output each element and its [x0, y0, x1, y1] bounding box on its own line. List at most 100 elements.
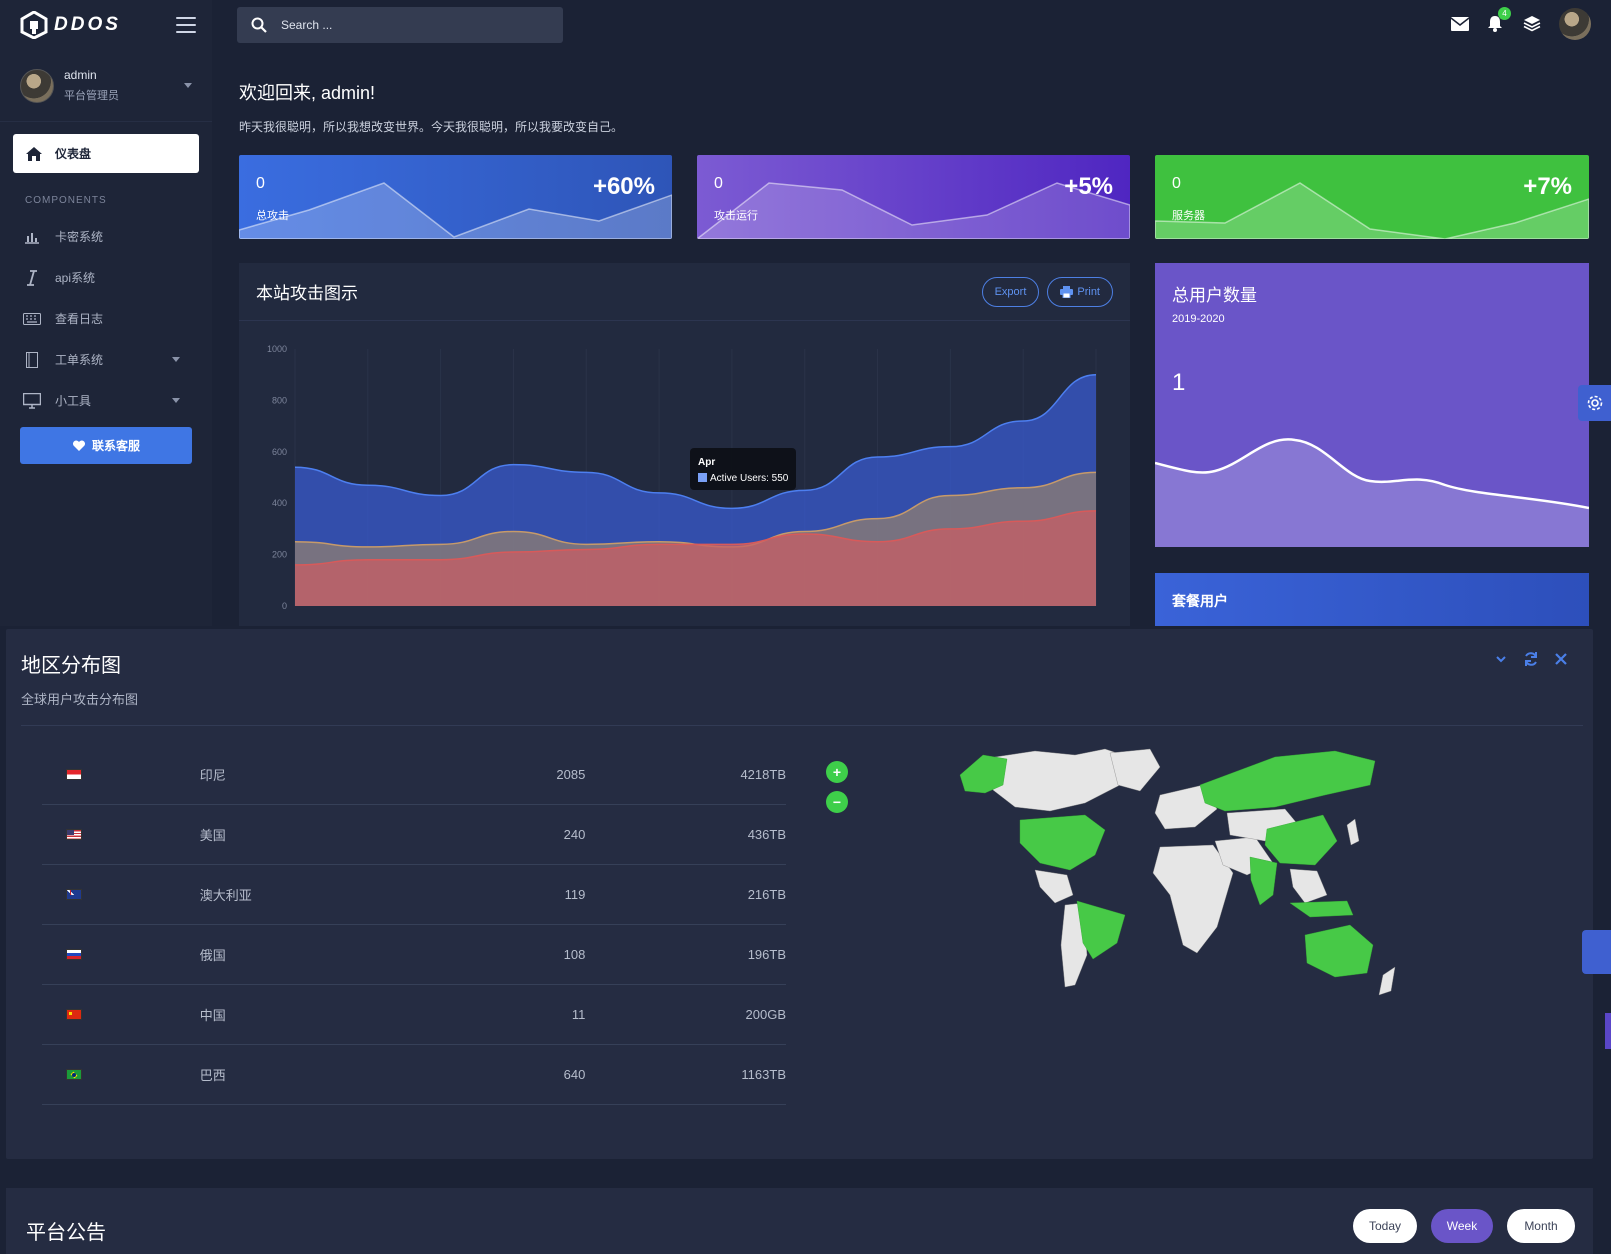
collapse-chevron-icon[interactable] [1493, 651, 1509, 667]
layers-icon[interactable] [1523, 15, 1541, 33]
bell-icon[interactable]: 4 [1487, 7, 1511, 33]
table-row[interactable]: 巴西 640 1163TB [42, 1045, 786, 1105]
total-users-card: 总用户数量 2019-2020 1 [1155, 263, 1589, 547]
home-icon [26, 146, 42, 161]
map-region-russia [1199, 750, 1376, 812]
attack-volume: 436TB [747, 827, 786, 842]
avatar[interactable] [1559, 8, 1591, 40]
stat-label: 服务器 [1172, 210, 1205, 222]
user-name: admin [64, 68, 97, 82]
stat-percent: +5% [1064, 173, 1113, 200]
hexagon-logo-icon [20, 11, 48, 39]
settings-toggle[interactable] [1578, 385, 1611, 421]
map-region-usa [1019, 814, 1106, 871]
map-region-japan [1346, 818, 1360, 846]
sidebar-item-tickets[interactable]: 工单系统 [0, 339, 212, 380]
export-button[interactable]: Export [981, 276, 1040, 307]
user-profile[interactable]: admin 平台管理员 [0, 50, 212, 122]
filter-week-button[interactable]: Week [1431, 1209, 1493, 1243]
stat-card-running-attacks: 0 攻击运行 +5% [697, 155, 1130, 239]
brand-name: DDOS [54, 14, 121, 35]
sidebar: DDOS admin 平台管理员 仪表盘 COMPONENTS [0, 0, 212, 626]
panel-tools [1493, 651, 1569, 667]
attack-count: 240 [563, 827, 586, 842]
refresh-icon[interactable] [1523, 651, 1539, 667]
book-icon [23, 351, 41, 368]
chart-series-area [295, 510, 1096, 606]
attack-area-chart: 0 200 400 600 800 1000 Apr Active Users: 550 [267, 344, 1097, 611]
page-title: 欢迎回来, admin! [239, 83, 376, 103]
map-region-new-zealand [1378, 966, 1396, 996]
sidebar-item-card-system[interactable]: 卡密系统 [0, 216, 212, 257]
sidebar-item-api-system[interactable]: api系统 [0, 257, 212, 298]
chart-tooltip: Apr Active Users: 550 [690, 448, 796, 490]
map-region-southeast-asia [1289, 868, 1328, 904]
topbar-actions: 4 [1450, 7, 1591, 40]
chevron-down-icon[interactable] [184, 83, 192, 88]
search-input[interactable] [281, 18, 541, 32]
heart-icon [72, 439, 85, 451]
search-box[interactable] [237, 7, 563, 43]
panel-title: 本站攻击图示 [256, 284, 358, 303]
region-table: 印尼 2085 4218TB 美国 240 436TB 澳大利亚 119 216… [42, 745, 786, 1105]
gear-icon [1587, 395, 1602, 411]
table-row[interactable]: 澳大利亚 119 216TB [42, 865, 786, 925]
stat-sparkline [1155, 182, 1589, 239]
table-row[interactable]: 美国 240 436TB [42, 805, 786, 865]
table-row[interactable]: 印尼 2085 4218TB [42, 745, 786, 805]
map-zoom-out-button[interactable]: − [826, 791, 848, 813]
mail-icon[interactable] [1450, 15, 1470, 33]
attack-volume: 4218TB [740, 767, 786, 782]
y-tick-label: 200 [272, 550, 287, 560]
stat-percent: +60% [592, 173, 655, 200]
table-row[interactable]: 中国 11 200GB [42, 985, 786, 1045]
brand-logo[interactable]: DDOS [20, 11, 121, 39]
stat-value: 0 [1172, 175, 1181, 192]
contact-support-button[interactable]: 联系客服 [20, 427, 192, 464]
flag-russia-icon [66, 949, 82, 960]
map-zoom-in-button[interactable]: + [826, 761, 848, 783]
sidebar-item-tools[interactable]: 小工具 [0, 380, 212, 421]
close-icon[interactable] [1553, 651, 1569, 667]
y-tick-label: 400 [272, 498, 287, 508]
map-region-australia [1304, 924, 1374, 978]
panel-title: 平台公告 [26, 1222, 106, 1244]
print-button[interactable]: Print [1047, 276, 1113, 307]
stat-label: 总攻击 [256, 210, 289, 222]
contact-support-label: 联系客服 [91, 439, 140, 453]
notification-badge: 4 [1498, 7, 1511, 20]
flag-indonesia-icon [66, 769, 82, 780]
y-tick-label: 0 [282, 601, 287, 611]
stat-label: 攻击运行 [714, 210, 758, 222]
filter-today-button[interactable]: Today [1353, 1209, 1417, 1243]
printer-icon [1060, 285, 1074, 298]
sidebar-item-dashboard[interactable]: 仪表盘 [13, 134, 199, 173]
tooltip-text: Active Users: 550 [710, 473, 789, 484]
chevron-down-icon[interactable] [172, 357, 180, 362]
side-tab-edge[interactable] [1605, 1013, 1611, 1049]
panel-header: 本站攻击图示 Export Print [239, 263, 1130, 321]
filter-month-button[interactable]: Month [1507, 1209, 1575, 1243]
tooltip-swatch [698, 473, 707, 482]
plan-card-title: 套餐用户 [1172, 593, 1228, 609]
map-region-indonesia [1289, 900, 1354, 918]
divider [21, 725, 1583, 726]
sidebar-item-label: 工单系统 [55, 353, 104, 367]
chart-series-line [294, 373, 1097, 510]
stat-card-servers: 0 服务器 +7% [1155, 155, 1589, 239]
monitor-icon [23, 392, 41, 409]
menu-toggle-icon[interactable] [176, 17, 196, 33]
table-row[interactable]: 俄国 108 196TB [42, 925, 786, 985]
region-distribution-panel: 地区分布图 全球用户攻击分布图 印尼 2085 4218TB 美国 240 43… [6, 629, 1593, 1159]
map-region-china [1264, 814, 1338, 866]
map-region-greenland [1109, 748, 1161, 792]
chevron-down-icon[interactable] [172, 398, 180, 403]
country-name: 印尼 [199, 768, 226, 783]
users-wave-chart [1155, 438, 1589, 547]
sidebar-item-logs[interactable]: 查看日志 [0, 298, 212, 339]
settings-side-tab[interactable] [1582, 930, 1611, 974]
attack-volume: 200GB [745, 1007, 786, 1022]
sidebar-item-label: api系统 [55, 271, 96, 285]
sidebar-item-label: 小工具 [55, 394, 92, 408]
